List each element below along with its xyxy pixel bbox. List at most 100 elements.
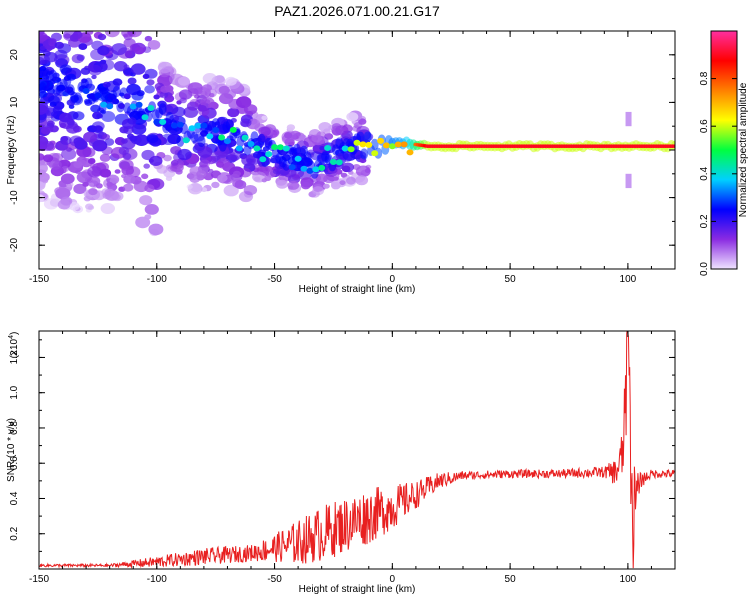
spectrogram-blob <box>48 159 62 170</box>
spectrogram-blob <box>88 64 102 76</box>
ridge-core <box>123 93 131 100</box>
ridge-core <box>365 141 373 148</box>
spectrogram-blob <box>240 120 249 127</box>
spectrogram-blob <box>234 180 247 190</box>
ridge-core <box>223 138 231 145</box>
spectrogram-blob <box>66 123 80 134</box>
spectrogram-blob <box>264 175 272 182</box>
ridge-core <box>112 98 120 105</box>
spectrogram-blob <box>80 67 91 75</box>
ridge-glow <box>63 75 72 87</box>
colorbar-tick-label: 0.4 <box>699 166 710 180</box>
spectrogram-blob <box>339 180 346 186</box>
spectrogram-blob <box>135 216 151 229</box>
x-tick-label: -150 <box>29 274 49 285</box>
spectrogram-blob <box>199 159 211 168</box>
y-tick-label: 1.2 <box>9 350 20 364</box>
spectrogram-blob <box>170 160 179 166</box>
spectrogram-blob <box>355 175 369 186</box>
spectrogram-blob <box>252 151 263 159</box>
ridge-core <box>347 146 355 153</box>
spectrogram-blob <box>104 188 115 197</box>
spectrogram-blob <box>83 131 98 143</box>
spectrogram-blob <box>139 195 153 206</box>
spectrogram-blob <box>73 183 87 194</box>
spectrogram-blob <box>286 124 296 131</box>
ridge-glow <box>39 69 43 81</box>
spectrogram-blob <box>58 159 71 169</box>
ridge-core <box>335 159 343 166</box>
spectrogram-blob <box>625 111 632 127</box>
spectrogram-blob <box>76 54 85 61</box>
spectrogram-blob <box>97 33 107 41</box>
ridge-core <box>106 103 114 110</box>
spectrogram-blob <box>216 161 224 168</box>
spectrogram-blob <box>127 117 137 125</box>
spectrogram-blob <box>243 104 258 115</box>
ridge-core <box>324 145 332 151</box>
spectrogram-blob <box>96 113 104 119</box>
spectrogram-blob <box>48 95 60 105</box>
spectrogram-blob <box>252 171 267 183</box>
ridge-core <box>306 167 314 174</box>
x-tick-label: 50 <box>505 274 517 285</box>
colorbar-tick-label: 0.0 <box>699 262 710 276</box>
x-tick-label: 0 <box>390 274 396 285</box>
spectrogram-blob <box>114 169 121 174</box>
spectrogram-blob <box>292 174 300 181</box>
ridge-core <box>153 118 161 125</box>
ridge-core <box>406 149 414 156</box>
spectrogram-blob <box>87 166 102 178</box>
ridge-core <box>300 165 308 172</box>
spectrogram-blob <box>143 163 150 169</box>
spectrogram-blob <box>48 38 57 45</box>
y-tick-label: -20 <box>9 238 20 253</box>
spectrogram-blob <box>202 84 212 92</box>
spectrogram-blob <box>176 100 182 105</box>
ridge-core <box>371 150 379 157</box>
spectrogram-x-ticks: -150 -100 -50 0 50 100 <box>29 31 676 285</box>
spectrogram-blob <box>123 174 136 184</box>
ridge-core <box>288 164 296 171</box>
spectrogram-blob <box>287 180 300 190</box>
spectrogram-blob <box>157 61 173 74</box>
spectrogram-y-label: Frequency (Hz) <box>6 116 17 185</box>
ridge-core <box>194 122 202 129</box>
colorbar: 0.0 0.2 0.4 0.6 0.8 Normalized spectral ampl… <box>699 30 749 276</box>
spectrogram-blob <box>39 32 48 42</box>
ridge-core <box>117 103 125 109</box>
spectrogram-blob <box>39 141 48 151</box>
snr-background <box>39 331 675 569</box>
ridge-core <box>329 159 337 165</box>
spectrogram-blob <box>315 173 328 183</box>
ridge-core <box>377 137 385 144</box>
spectrogram-ridge <box>39 68 675 179</box>
spectrogram-blob <box>111 43 127 56</box>
spectrogram-blob <box>352 164 361 170</box>
ridge-core <box>271 144 279 151</box>
spectrogram-blob <box>78 43 88 50</box>
spectrogram-blob <box>60 135 72 145</box>
colorbar-tick-label: 0.2 <box>699 214 710 228</box>
ridge-glow <box>257 133 266 145</box>
spectrogram-blob <box>160 85 171 93</box>
spectrogram-blob <box>82 181 89 187</box>
ridge-glow <box>176 135 185 147</box>
y-tick-label: 0.6 <box>9 456 20 470</box>
spectrogram-blob <box>59 64 72 74</box>
spectrogram-blob <box>241 154 256 166</box>
spectrogram-blob <box>144 85 156 94</box>
ridge-glow <box>303 151 312 163</box>
spectrogram-blob <box>100 59 107 65</box>
spectrogram-blob <box>312 184 324 192</box>
ridge-glow <box>211 118 220 130</box>
spectrogram-blob <box>104 138 115 146</box>
colorbar-ticks: 0.0 0.2 0.4 0.6 0.8 <box>699 71 737 276</box>
colorbar-tick-label: 0.6 <box>699 119 710 133</box>
spectrogram-blob <box>60 173 75 185</box>
spectrogram-blob <box>254 113 262 119</box>
ridge-core <box>200 122 208 129</box>
y-tick-label: 0.2 <box>9 526 20 540</box>
x-tick-label: -100 <box>147 274 167 285</box>
